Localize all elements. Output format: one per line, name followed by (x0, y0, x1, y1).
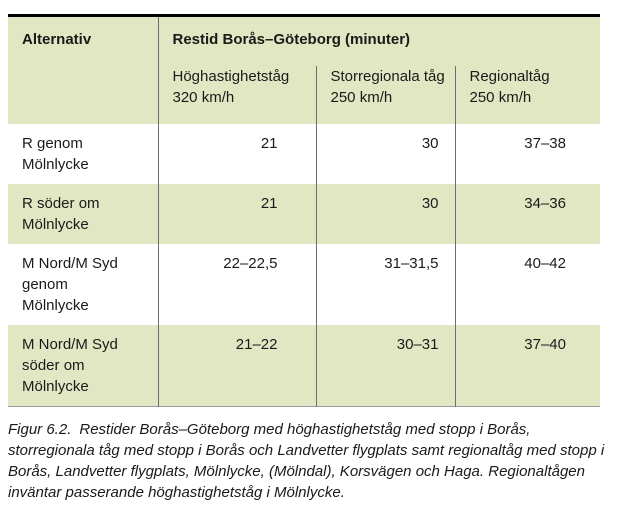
column-header-hoghastighetstag: Höghastighetståg 320 km/h (158, 66, 316, 124)
cell-storregionala: 30 (315, 124, 455, 184)
row-label: M Nord/M Syd genom Mölnlycke (8, 244, 158, 325)
cell-hoghastighetstag: 21 (157, 184, 316, 244)
table-row-r-soder-om: R söder om Mölnlycke 21 30 34–36 (8, 184, 600, 244)
group-header-row: Alternativ Restid Borås–Göteborg (minute… (8, 15, 600, 124)
sub-header-row: Höghastighetståg 320 km/h Storregionala … (8, 66, 600, 124)
figure-caption-label: Figur 6.2. (8, 421, 72, 438)
figure-caption-text: Restider Borås–Göteborg med höghastighet… (8, 421, 605, 501)
cell-storregionala: 30–31 (315, 325, 455, 407)
cell-regionaltag: 34–36 (454, 184, 600, 244)
cell-hoghastighetstag: 22–22,5 (157, 244, 316, 325)
cell-hoghastighetstag: 21 (157, 124, 316, 184)
cell-storregionala: 31–31,5 (315, 244, 455, 325)
column-header-alternativ: Alternativ (8, 15, 159, 124)
group-header-restid: Restid Borås–Göteborg (minuter) (158, 15, 600, 66)
cell-regionaltag: 40–42 (454, 244, 600, 325)
row-label: R genom Mölnlycke (8, 124, 158, 184)
cell-regionaltag: 37–38 (454, 124, 600, 184)
table-row-m-nord-syd-genom: M Nord/M Syd genom Mölnlycke 22–22,5 31–… (8, 244, 600, 325)
table-row-m-nord-syd-soder-om: M Nord/M Syd söder om Mölnlycke 21–22 30… (8, 325, 600, 407)
cell-storregionala: 30 (315, 184, 455, 244)
travel-time-table: Alternativ Restid Borås–Göteborg (minute… (8, 14, 600, 407)
table-row-r-genom: R genom Mölnlycke 21 30 37–38 (8, 124, 600, 184)
cell-hoghastighetstag: 21–22 (157, 325, 316, 407)
column-header-storregionala-tag: Storregionala tåg 250 km/h (315, 66, 455, 124)
cell-regionaltag: 37–40 (454, 325, 600, 407)
row-label: M Nord/M Syd söder om Mölnlycke (8, 325, 158, 407)
row-label: R söder om Mölnlycke (8, 184, 158, 244)
figure-caption: Figur 6.2. Restider Borås–Göteborg med hö… (8, 419, 608, 503)
column-header-regionaltag: Regionaltåg 250 km/h (454, 66, 600, 124)
